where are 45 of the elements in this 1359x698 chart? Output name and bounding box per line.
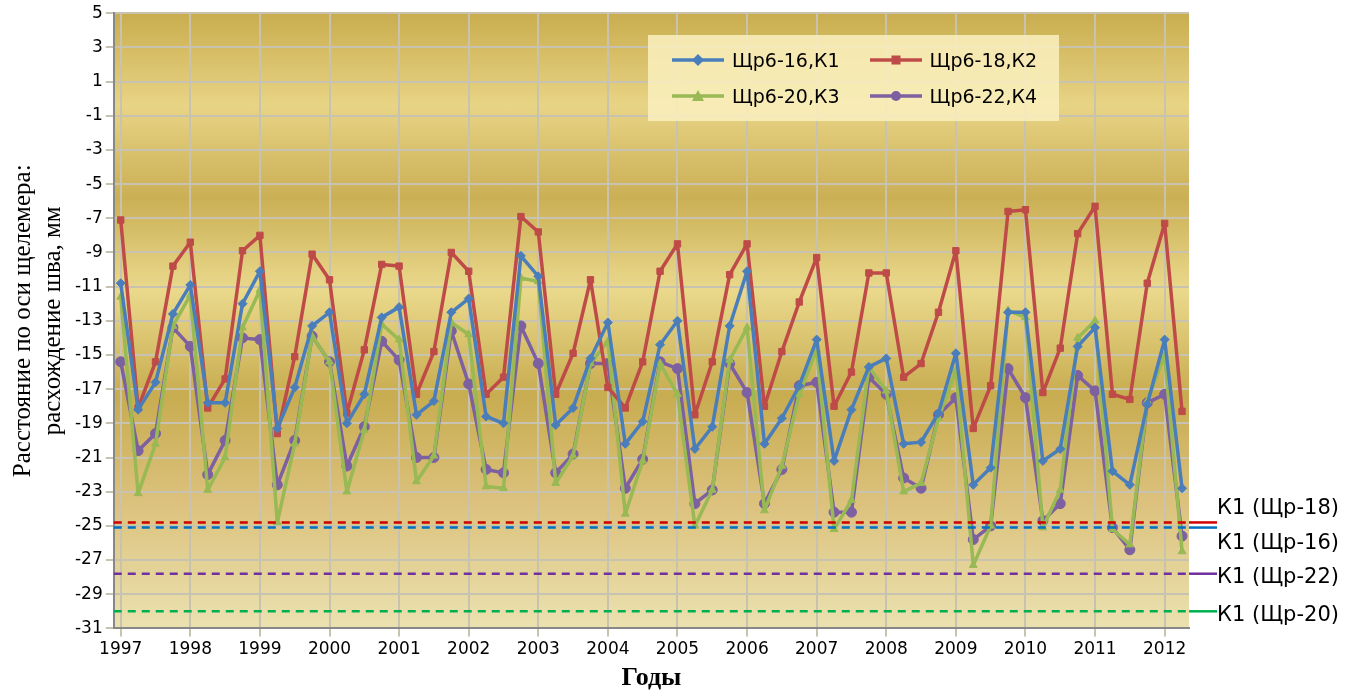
x-tick-label: 2003	[516, 638, 560, 659]
ref-line-label: К1 (Щр-22)	[1217, 564, 1339, 589]
y-tick-label: -27	[74, 548, 103, 569]
ref-line-label: К1 (Щр-18)	[1217, 494, 1339, 519]
y-tick-label: -1	[85, 104, 103, 125]
x-tick-label: 2008	[864, 638, 908, 659]
x-tick-label: 2005	[655, 638, 700, 659]
y-tick-label: -13	[74, 309, 103, 330]
ref-line-label: К1 (Щр-16)	[1217, 530, 1339, 555]
y-tick-label: -11	[74, 275, 103, 296]
x-tick-label: 1998	[168, 638, 212, 659]
x-tick-label: 2012	[1143, 638, 1187, 659]
y-tick-label: -23	[74, 480, 103, 501]
x-tick-label: 2004	[586, 638, 630, 659]
x-axis-title: Годы	[621, 662, 682, 692]
x-tick-label: 2010	[1003, 638, 1048, 659]
legend-label: Щр6-16,К1	[732, 49, 840, 72]
y-tick-label: -7	[85, 206, 103, 227]
legend-label: Щр6-18,К2	[929, 49, 1038, 72]
x-tick-label: 1999	[238, 638, 282, 659]
legend-label: Щр6-20,К3	[732, 85, 840, 108]
x-tick-label: 2001	[377, 638, 421, 659]
y-tick-label: -5	[85, 172, 103, 193]
y-tick-label: -9	[85, 240, 103, 261]
y-tick-label: -31	[74, 616, 103, 637]
y-tick-label: -3	[85, 138, 103, 159]
x-tick-label: 2000	[307, 638, 352, 659]
y-axis-title: Расстояние по оси щелемера: расхождение шва, мм	[7, 164, 65, 478]
y-tick-label: -29	[74, 582, 103, 603]
y-tick-label: 3	[91, 35, 103, 56]
x-tick-label: 2002	[447, 638, 491, 659]
y-tick-label: -17	[74, 377, 103, 398]
x-tick-label: 2007	[795, 638, 839, 659]
x-tick-label: 2009	[934, 638, 978, 659]
y-tick-label: -15	[74, 343, 103, 364]
y-tick-label: 1	[91, 69, 103, 90]
y-tick-label: -25	[74, 514, 103, 535]
x-tick-label: 1997	[99, 638, 143, 659]
y-tick-label: -19	[74, 411, 103, 432]
y-tick-label: -21	[74, 445, 103, 466]
x-tick-label: 2011	[1073, 638, 1117, 659]
ref-line-label: К1 (Щр-20)	[1217, 601, 1339, 626]
x-tick-label: 2006	[725, 638, 769, 659]
legend-label: Щр6-22,К4	[929, 85, 1038, 108]
y-tick-label: 5	[91, 1, 103, 22]
